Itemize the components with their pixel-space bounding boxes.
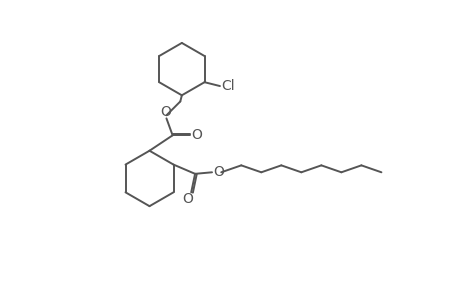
Text: Cl: Cl xyxy=(221,79,235,93)
Text: O: O xyxy=(213,165,224,179)
Text: O: O xyxy=(190,128,202,142)
Text: O: O xyxy=(182,192,193,206)
Text: O: O xyxy=(160,105,171,119)
